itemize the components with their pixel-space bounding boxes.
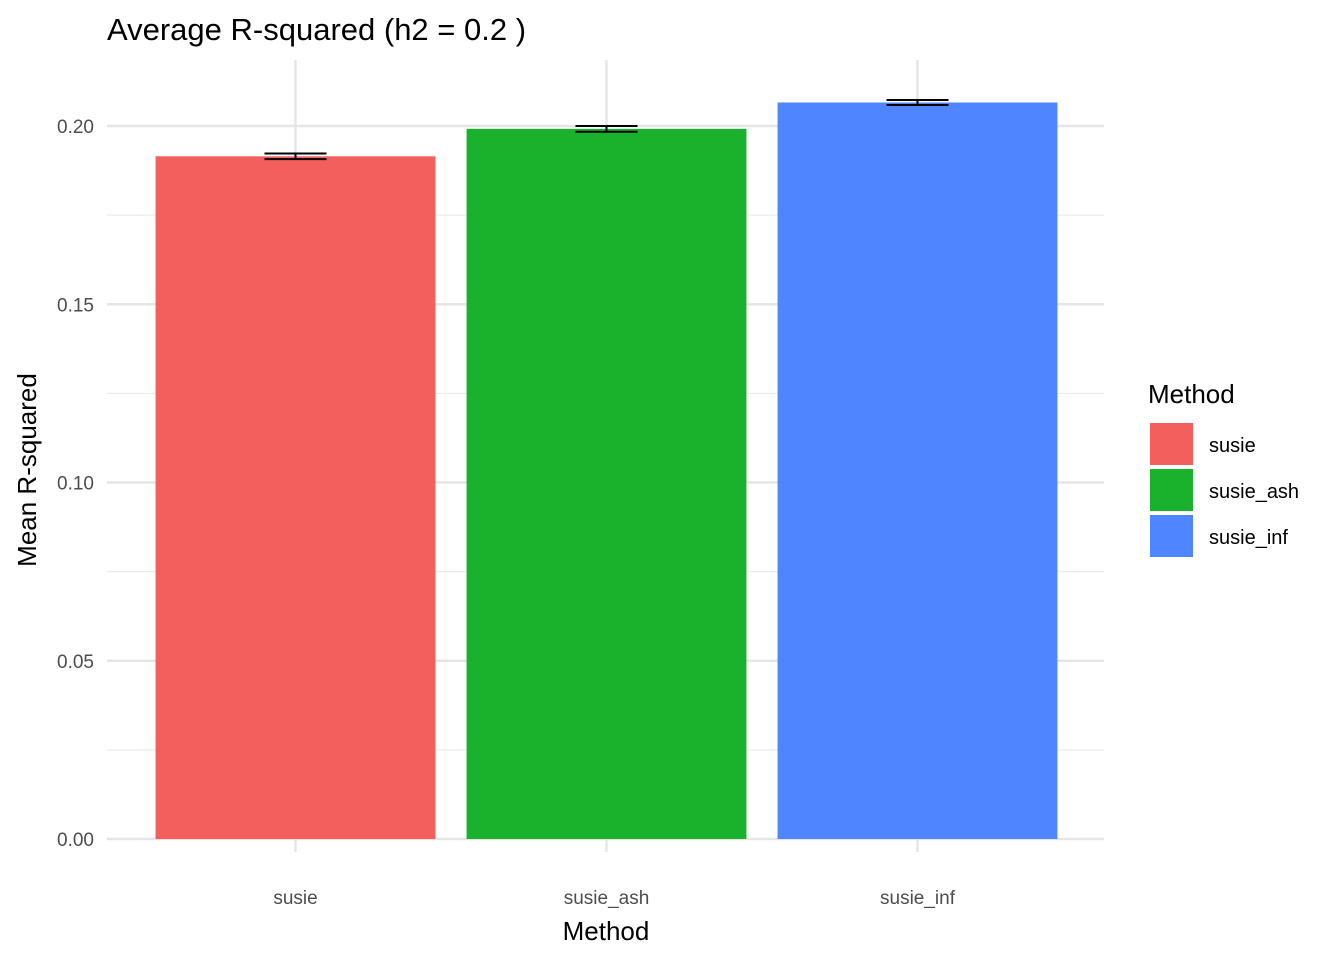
x-axis-ticks: susie susie_ash susie_inf (273, 888, 955, 909)
y-axis-label: Mean R-squared (12, 373, 42, 567)
legend-key-susie (1150, 423, 1193, 465)
x-tick-label: susie_ash (564, 888, 650, 909)
y-tick-label: 0.05 (57, 652, 94, 673)
x-tick-label: susie_inf (880, 888, 956, 909)
legend-title: Method (1148, 379, 1235, 409)
y-tick-label: 0.00 (57, 830, 94, 851)
y-tick-label: 0.20 (57, 117, 94, 138)
bar-susie_inf (777, 102, 1058, 839)
legend-label: susie (1209, 435, 1256, 457)
x-tick-label: susie (273, 888, 317, 909)
legend-key-susie_ash (1150, 469, 1193, 511)
bar-susie (155, 156, 436, 840)
y-tick-label: 0.15 (57, 295, 94, 316)
bars (155, 102, 1058, 840)
chart-title: Average R-squared (h2 = 0.2 ) (107, 12, 526, 47)
legend: Method susie susie_ash susie_inf (1148, 379, 1299, 557)
error-bars (264, 98, 949, 161)
legend-label: susie_ash (1209, 481, 1299, 503)
y-axis-ticks: 0.00 0.05 0.10 0.15 0.20 (57, 117, 94, 851)
bar-susie_ash (466, 128, 747, 840)
y-tick-label: 0.10 (57, 474, 94, 495)
x-axis-label: Method (563, 916, 650, 946)
legend-key-susie_inf (1150, 515, 1193, 557)
legend-label: susie_inf (1209, 527, 1288, 549)
